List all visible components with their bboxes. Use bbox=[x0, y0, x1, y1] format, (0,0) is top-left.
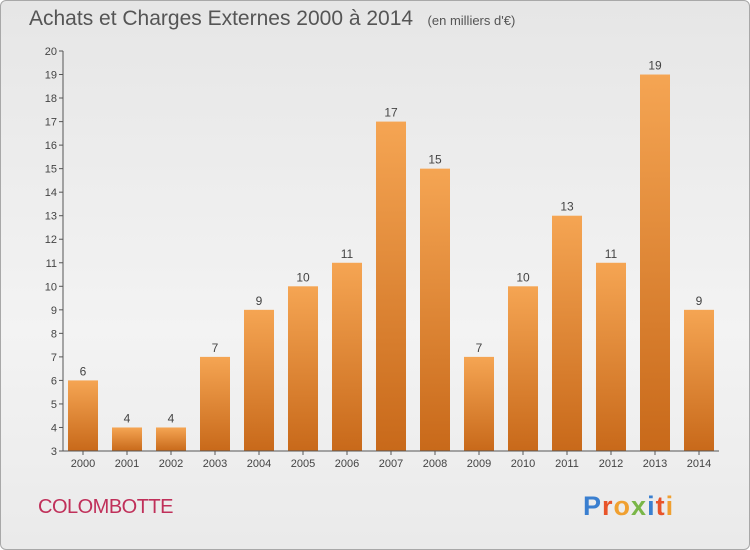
y-tick-label: 6 bbox=[51, 375, 57, 387]
data-label: 15 bbox=[428, 153, 442, 167]
bar-2003 bbox=[200, 356, 230, 451]
commune-name: COLOMBOTTE bbox=[38, 496, 174, 518]
y-tick-label: 9 bbox=[51, 305, 57, 317]
x-tick-label: 2010 bbox=[511, 458, 535, 470]
logo-letter: t bbox=[655, 491, 666, 521]
data-label: 10 bbox=[516, 270, 530, 284]
proxiti-logo[interactable]: Proxiti bbox=[583, 491, 674, 522]
y-tick-label: 17 bbox=[45, 117, 57, 129]
data-label: 6 bbox=[80, 364, 87, 378]
x-tick-label: 2004 bbox=[247, 458, 271, 470]
x-tick-label: 2000 bbox=[71, 458, 95, 470]
y-tick-label: 13 bbox=[45, 211, 57, 223]
x-tick-label: 2006 bbox=[335, 458, 359, 470]
bar-2004 bbox=[244, 309, 274, 451]
bar-2010 bbox=[508, 286, 538, 451]
y-tick-label: 11 bbox=[46, 258, 57, 270]
x-tick-label: 2014 bbox=[687, 458, 711, 470]
data-label: 10 bbox=[296, 270, 310, 284]
logo-letter: i bbox=[665, 491, 675, 521]
chart-title: Achats et Charges Externes 2000 à 2014 bbox=[29, 7, 414, 30]
y-tick-label: 19 bbox=[45, 70, 57, 82]
y-tick-label: 14 bbox=[45, 187, 57, 199]
x-tick-label: 2008 bbox=[423, 458, 447, 470]
y-tick-label: 16 bbox=[45, 140, 57, 152]
bar-2011 bbox=[552, 215, 582, 451]
y-tick-label: 8 bbox=[51, 328, 57, 340]
bar-2008 bbox=[420, 168, 450, 451]
data-label: 7 bbox=[212, 341, 219, 355]
bar-2013 bbox=[640, 74, 670, 451]
y-tick-label: 5 bbox=[51, 399, 57, 411]
x-axis: 2000 2001 2002 2003 2004 2005 2006 2007 2008 2009… bbox=[63, 450, 719, 470]
x-tick-label: 2005 bbox=[291, 458, 315, 470]
unit-label: (en milliers d'€) bbox=[427, 13, 516, 28]
data-label: 4 bbox=[124, 411, 131, 425]
data-label: 7 bbox=[476, 341, 483, 355]
logo-letter: i bbox=[647, 491, 656, 521]
bar-2006 bbox=[332, 262, 362, 451]
data-label: 9 bbox=[256, 294, 263, 308]
chart-title-block: Achats et Charges Externes 2000 à 2014 (… bbox=[29, 7, 515, 31]
data-label: 4 bbox=[168, 411, 175, 425]
bar-2014 bbox=[684, 309, 714, 451]
x-tick-label: 2001 bbox=[115, 458, 139, 470]
x-tick-label: 2002 bbox=[159, 458, 183, 470]
y-tick-label: 7 bbox=[51, 352, 57, 364]
y-tick-label: 4 bbox=[51, 422, 57, 434]
bar-2000 bbox=[68, 380, 98, 451]
x-tick-label: 2012 bbox=[599, 458, 623, 470]
y-tick-label: 10 bbox=[45, 281, 57, 293]
bar-2001 bbox=[112, 427, 142, 451]
data-label: 11 bbox=[341, 247, 354, 261]
x-tick-label: 2009 bbox=[467, 458, 491, 470]
x-tick-label: 2007 bbox=[379, 458, 403, 470]
logo-letter: P bbox=[583, 491, 603, 521]
bar-2002 bbox=[156, 427, 186, 451]
y-tick-label: 3 bbox=[51, 446, 57, 458]
y-axis: 3 4 5 6 7 8 9 10 11 12 13 14 15 16 17 18 19 20 bbox=[45, 46, 64, 458]
bars: 6 4 4 7 9 10 11 17 15 7 10 13 11 19 9 bbox=[68, 59, 714, 452]
x-tick-label: 2011 bbox=[555, 458, 579, 470]
bar-2012 bbox=[596, 262, 626, 451]
y-tick-label: 20 bbox=[45, 46, 57, 58]
x-tick-label: 2003 bbox=[203, 458, 227, 470]
logo-letter: x bbox=[631, 491, 648, 521]
data-label: 19 bbox=[648, 59, 662, 73]
data-label: 13 bbox=[560, 200, 574, 214]
y-tick-label: 12 bbox=[45, 234, 57, 246]
y-tick-label: 15 bbox=[45, 164, 57, 176]
data-label: 11 bbox=[605, 247, 618, 261]
logo-letter: o bbox=[613, 491, 632, 521]
bar-2007 bbox=[376, 121, 406, 452]
data-label: 9 bbox=[696, 294, 703, 308]
data-label: 17 bbox=[384, 106, 398, 120]
bar-2009 bbox=[464, 356, 494, 451]
bar-2005 bbox=[288, 286, 318, 451]
x-tick-label: 2013 bbox=[643, 458, 667, 470]
logo-letter: r bbox=[602, 491, 614, 521]
y-tick-label: 18 bbox=[45, 93, 57, 105]
